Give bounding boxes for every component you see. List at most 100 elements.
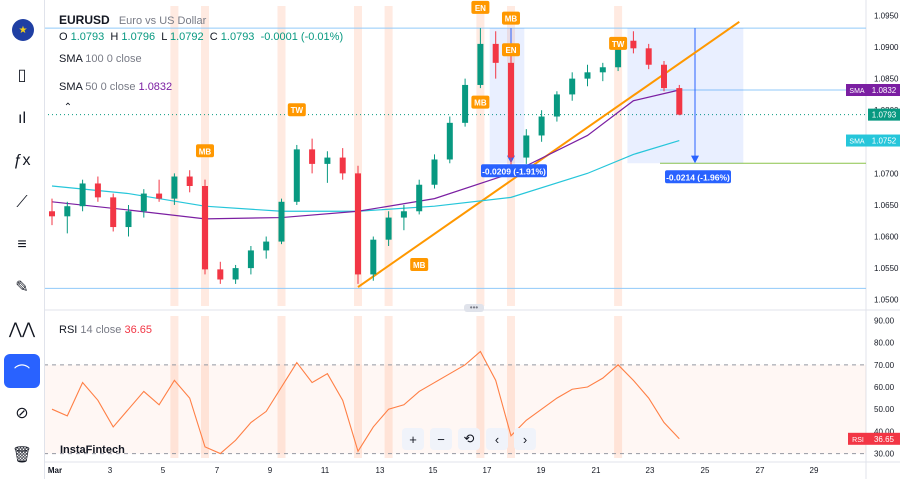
event-band	[354, 6, 362, 306]
price-tag-bg	[868, 84, 900, 96]
price-tick: 1.0650	[874, 201, 899, 210]
annotation-badge	[196, 144, 214, 158]
event-band	[614, 6, 623, 306]
annotation-label: MB	[474, 99, 487, 108]
sma100-params: 100 0 close	[85, 53, 142, 65]
brush-icon[interactable]: ✎	[15, 279, 29, 296]
ohlc-legend: O 1.0793 H 1.0796 L 1.0792 C 1.0793 -0.0…	[59, 31, 343, 43]
rsi-tick: 40.00	[874, 427, 895, 436]
candle	[140, 193, 147, 212]
candle	[49, 211, 55, 217]
price-tick: 1.0900	[874, 43, 899, 52]
symbol-name[interactable]: EURUSD	[59, 13, 110, 27]
sma50-label: SMA	[59, 81, 83, 93]
time-tick: 29	[810, 466, 819, 475]
candle	[309, 149, 316, 164]
candle	[355, 173, 361, 275]
magnet-icon[interactable]: ⌒	[4, 354, 40, 388]
rsi-tick: 80.00	[874, 339, 895, 348]
sma50-legend[interactable]: SMA 50 0 close 1.0832	[59, 81, 172, 93]
candles-icon[interactable]: ▯	[17, 67, 27, 84]
time-tick: 9	[268, 466, 273, 475]
low-value: 1.0792	[169, 31, 204, 43]
candle	[385, 217, 392, 240]
candle	[676, 88, 683, 115]
rsi-line	[51, 350, 680, 455]
annotation-badge	[471, 0, 490, 14]
candle	[202, 186, 208, 270]
candle	[232, 268, 239, 280]
rsi-tag-label-bg	[848, 432, 868, 445]
candle	[94, 183, 101, 198]
event-band	[354, 316, 362, 458]
candle	[553, 94, 560, 117]
candle	[508, 62, 514, 158]
price-tick: 1.0550	[874, 264, 899, 273]
pane-resize-handle[interactable]: •••	[464, 304, 484, 312]
zoom-in-button[interactable]: +	[402, 428, 424, 450]
measure-box	[627, 28, 744, 164]
candle	[446, 122, 453, 160]
time-tick: 3	[108, 466, 113, 475]
sma50-value: 1.0832	[138, 81, 173, 93]
candle	[661, 64, 667, 89]
trash-icon[interactable]: 🗑	[11, 447, 33, 464]
rsi-legend[interactable]: RSI 14 close 36.65	[59, 324, 152, 336]
event-band	[476, 316, 485, 458]
price-tag-bg	[868, 134, 900, 147]
fx-icon[interactable]: ƒx	[13, 152, 31, 169]
candle	[156, 193, 163, 199]
price-tick: 1.0600	[874, 233, 899, 242]
time-tick: 7	[215, 466, 220, 475]
high-value: 1.0796	[121, 31, 156, 43]
time-tick: 11	[321, 466, 330, 475]
event-band	[614, 316, 623, 458]
event-band	[507, 316, 515, 458]
collapse-legend-button[interactable]: ⌃	[63, 102, 73, 113]
candle	[492, 43, 499, 63]
time-tick: Mar	[48, 466, 62, 475]
reset-chart-button[interactable]: ⟲	[458, 428, 480, 450]
scroll-forward-button[interactable]: ›	[514, 428, 536, 450]
candle	[416, 184, 423, 212]
price-tick: 1.0950	[874, 11, 899, 20]
trendline-icon[interactable]: ⟋	[16, 194, 28, 211]
price-tag-label: SMA	[849, 88, 865, 95]
time-tick: 15	[429, 466, 438, 475]
sma100-legend[interactable]: SMA 100 0 close	[59, 53, 142, 65]
event-band	[384, 316, 393, 458]
candle	[64, 206, 71, 217]
measure-label-bg	[481, 164, 547, 178]
sma100-line	[51, 139, 680, 212]
annotation-badge	[287, 103, 306, 117]
drawing-toolbar: ★ ▯ ıl ƒx ⟋ ≡ ✎ ⋀⋀ ⌒ ⊘ 🗑	[0, 0, 45, 479]
eye-off-icon[interactable]: ⊘	[15, 405, 29, 422]
candle	[538, 116, 545, 136]
zoom-out-button[interactable]: −	[430, 428, 452, 450]
rsi-tag-label: RSI	[852, 437, 864, 444]
scroll-back-button[interactable]: ‹	[486, 428, 508, 450]
time-tick: 17	[483, 466, 492, 475]
rsi-tick: 70.00	[874, 361, 895, 370]
candle	[462, 84, 469, 123]
close-label: C	[209, 31, 218, 43]
candle	[599, 67, 606, 73]
price-tag-label: SMA	[849, 139, 865, 146]
price-tag-label-bg	[846, 84, 868, 96]
symbol-legend: EURUSD Euro vs US Dollar	[59, 13, 206, 27]
event-band	[476, 6, 485, 306]
symbol-description: Euro vs US Dollar	[118, 15, 207, 27]
patterns-icon[interactable]: ⋀⋀	[8, 321, 36, 338]
annotation-label: EN	[475, 4, 486, 13]
time-tick: 5	[161, 466, 166, 475]
fib-icon[interactable]: ≡	[17, 236, 27, 253]
flag-icon[interactable]: ★	[12, 19, 34, 41]
candle	[79, 183, 86, 207]
event-band	[277, 6, 286, 306]
indicators-icon[interactable]: ıl	[18, 110, 26, 127]
price-tick: 1.0850	[874, 75, 899, 84]
candle	[400, 211, 407, 218]
annotation-label: EN	[505, 46, 516, 55]
rsi-tag: 36.65	[874, 435, 895, 444]
